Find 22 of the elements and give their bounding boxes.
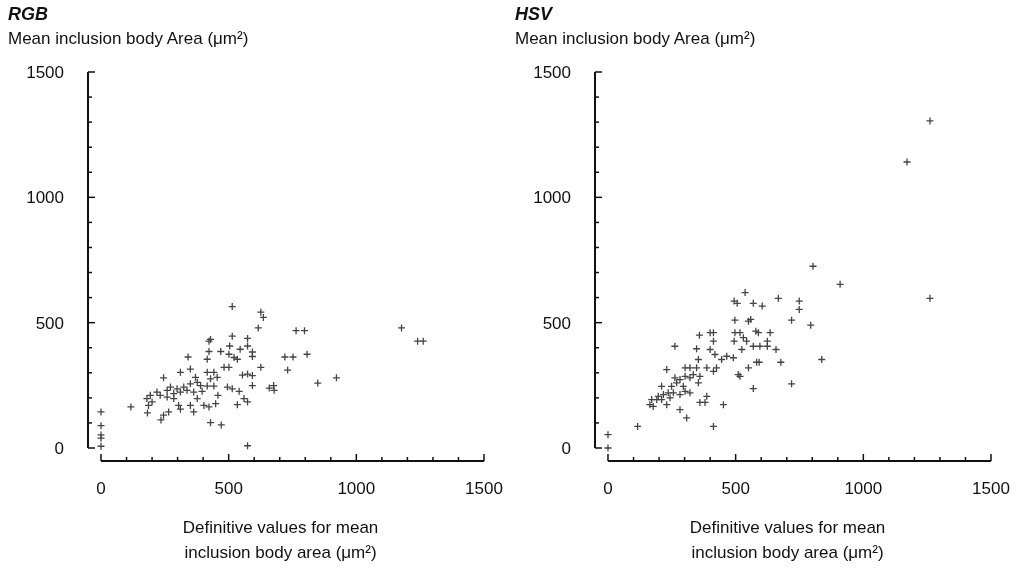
x-tick-label: 1000 <box>337 479 376 498</box>
x-tick-label: 1000 <box>844 479 883 498</box>
y-tick-label: 1500 <box>533 62 571 82</box>
y-axis-title: Mean inclusion body Area (μm²) <box>515 29 756 48</box>
y-tick-label: 500 <box>542 313 571 333</box>
y-tick-label: 500 <box>35 313 64 333</box>
x-axis-title: Definitive values for mean inclusion body area (μm²) <box>182 518 379 562</box>
x-axis-title: Definitive values for mean inclusion body area (μm²) <box>689 518 886 562</box>
chart-title: RGB <box>8 4 48 24</box>
x-tick-label: 0 <box>603 479 613 498</box>
y-tick-label: 1000 <box>533 188 571 208</box>
x-tick-label: 1500 <box>465 479 503 498</box>
y-axis-title: Mean inclusion body Area (μm²) <box>8 29 249 48</box>
x-tick-label: 0 <box>96 479 106 498</box>
x-tick-label: 500 <box>214 479 243 498</box>
chart-title: HSV <box>515 4 554 24</box>
y-tick-label: 0 <box>561 438 571 458</box>
x-tick-label: 1500 <box>972 479 1010 498</box>
x-tick-label: 500 <box>721 479 750 498</box>
y-tick-label: 1000 <box>26 188 64 208</box>
y-tick-label: 1500 <box>26 62 64 82</box>
y-tick-label: 0 <box>54 438 64 458</box>
